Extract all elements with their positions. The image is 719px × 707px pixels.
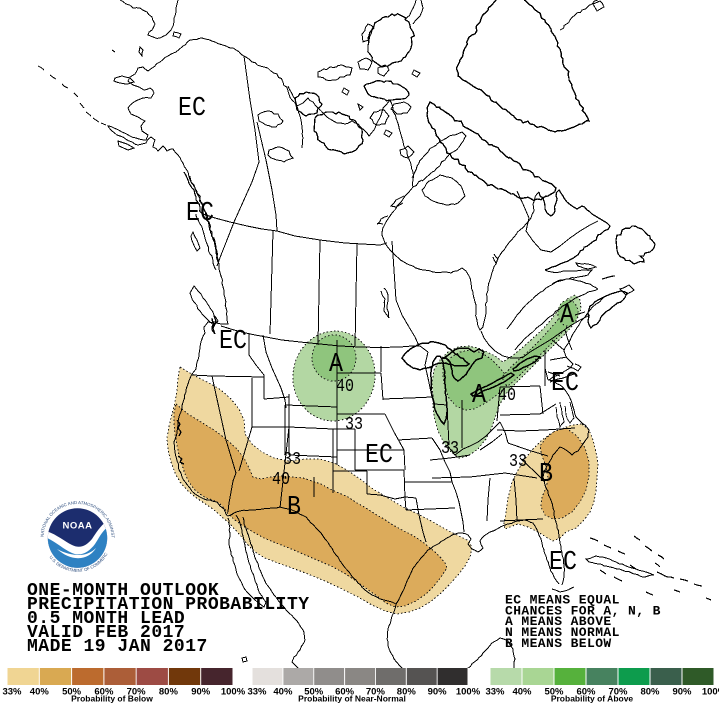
svg-text:80%: 80% bbox=[159, 687, 179, 698]
svg-text:33: 33 bbox=[283, 450, 301, 470]
svg-text:B: B bbox=[287, 493, 301, 523]
svg-text:70%: 70% bbox=[127, 687, 147, 698]
svg-text:33%: 33% bbox=[2, 687, 22, 698]
svg-text:CHANCES FOR A, N, B: CHANCES FOR A, N, B bbox=[505, 603, 661, 618]
svg-text:MADE 19 JAN 2017: MADE 19 JAN 2017 bbox=[27, 637, 208, 657]
svg-text:A: A bbox=[472, 381, 487, 411]
svg-text:90%: 90% bbox=[428, 687, 448, 698]
svg-text:A: A bbox=[560, 301, 575, 331]
svg-text:EC MEANS EQUAL: EC MEANS EQUAL bbox=[505, 593, 620, 608]
svg-text:80%: 80% bbox=[397, 687, 417, 698]
svg-text:33%: 33% bbox=[247, 687, 267, 698]
svg-text:70%: 70% bbox=[608, 687, 628, 698]
svg-text:0.5 MONTH LEAD: 0.5 MONTH LEAD bbox=[27, 609, 185, 629]
svg-text:50%: 50% bbox=[62, 687, 82, 698]
svg-text:ONE-MONTH OUTLOOK: ONE-MONTH OUTLOOK bbox=[27, 581, 219, 601]
svg-text:A MEANS ABOVE: A MEANS ABOVE bbox=[505, 614, 612, 629]
svg-text:70%: 70% bbox=[366, 687, 386, 698]
svg-text:50%: 50% bbox=[544, 687, 564, 698]
svg-text:EC: EC bbox=[178, 94, 206, 124]
svg-text:40%: 40% bbox=[30, 687, 50, 698]
svg-text:VALID FEB 2017: VALID FEB 2017 bbox=[27, 623, 185, 643]
svg-text:Probability of Below: Probability of Below bbox=[71, 694, 153, 704]
svg-text:100%: 100% bbox=[456, 687, 481, 698]
svg-text:33%: 33% bbox=[485, 687, 505, 698]
svg-text:NOAA: NOAA bbox=[63, 521, 93, 532]
svg-text:EC: EC bbox=[551, 369, 579, 399]
svg-text:40: 40 bbox=[498, 386, 516, 406]
svg-text:EC: EC bbox=[186, 199, 214, 229]
svg-text:PRECIPITATION PROBABILITY: PRECIPITATION PROBABILITY bbox=[27, 595, 310, 615]
svg-text:90%: 90% bbox=[191, 687, 211, 698]
svg-text:Probability of Above: Probability of Above bbox=[551, 694, 634, 704]
svg-text:B: B bbox=[539, 460, 553, 490]
svg-text:40: 40 bbox=[272, 470, 290, 490]
svg-text:60%: 60% bbox=[94, 687, 114, 698]
svg-text:40%: 40% bbox=[273, 687, 293, 698]
svg-text:Probability of Near-Normal: Probability of Near-Normal bbox=[298, 694, 406, 704]
svg-text:EC: EC bbox=[219, 327, 247, 357]
svg-text:33: 33 bbox=[441, 439, 459, 459]
svg-text:N MEANS NORMAL: N MEANS NORMAL bbox=[505, 625, 620, 640]
svg-text:EC: EC bbox=[365, 441, 393, 471]
svg-text:60%: 60% bbox=[335, 687, 355, 698]
svg-text:100%: 100% bbox=[221, 687, 246, 698]
svg-text:90%: 90% bbox=[672, 687, 692, 698]
svg-text:100%: 100% bbox=[702, 687, 719, 698]
svg-text:A: A bbox=[329, 350, 344, 380]
svg-text:50%: 50% bbox=[304, 687, 324, 698]
svg-text:EC: EC bbox=[549, 548, 577, 578]
svg-text:80%: 80% bbox=[640, 687, 660, 698]
svg-text:40%: 40% bbox=[512, 687, 532, 698]
svg-text:B MEANS BELOW: B MEANS BELOW bbox=[505, 636, 612, 651]
svg-text:33: 33 bbox=[345, 415, 363, 435]
svg-text:40: 40 bbox=[336, 377, 354, 397]
svg-text:60%: 60% bbox=[576, 687, 596, 698]
svg-text:33: 33 bbox=[509, 452, 527, 472]
